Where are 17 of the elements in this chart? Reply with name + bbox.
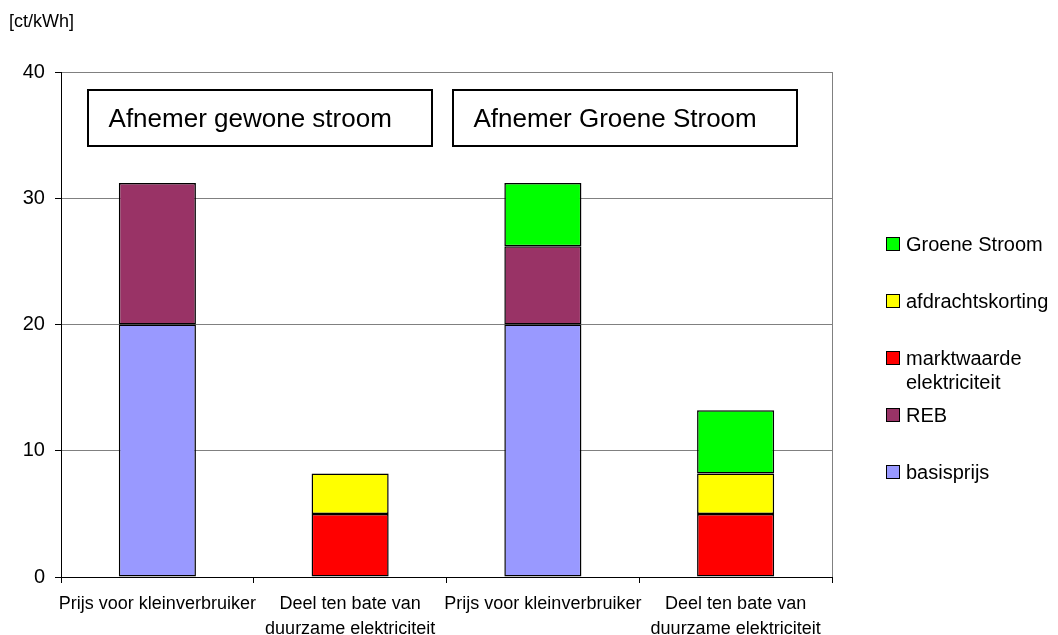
y-tick-label: 20 — [22, 312, 45, 335]
x-tick-label: Prijs voor kleinverbruiker — [444, 592, 642, 613]
y-tick-label: 0 — [33, 564, 45, 587]
x-tick-label: Deel ten bate van duurzame elektriciteit — [265, 592, 436, 635]
annotation: Afnemer gewone stroom — [108, 103, 392, 133]
legend-label: Groene Stroom — [906, 232, 1044, 256]
x-tick-label: Prijs voor kleinverbruiker — [58, 592, 256, 613]
annotation: Afnemer Groene Stroom — [473, 103, 757, 133]
legend-label: marktwaarde elektriciteit — [906, 346, 1023, 394]
legend-label: REB — [906, 403, 949, 427]
y-tick-label: 30 — [22, 185, 45, 208]
y-tick-label: 10 — [22, 438, 45, 461]
y-tick-label: 40 — [22, 59, 45, 82]
y-axis-title: [ct/kWh] — [9, 11, 75, 32]
x-tick-label: Deel ten bate van duurzame elektriciteit — [650, 592, 821, 635]
legend-label: basisprijs — [906, 460, 991, 484]
legend-label: afdrachtskorting — [906, 289, 1050, 313]
